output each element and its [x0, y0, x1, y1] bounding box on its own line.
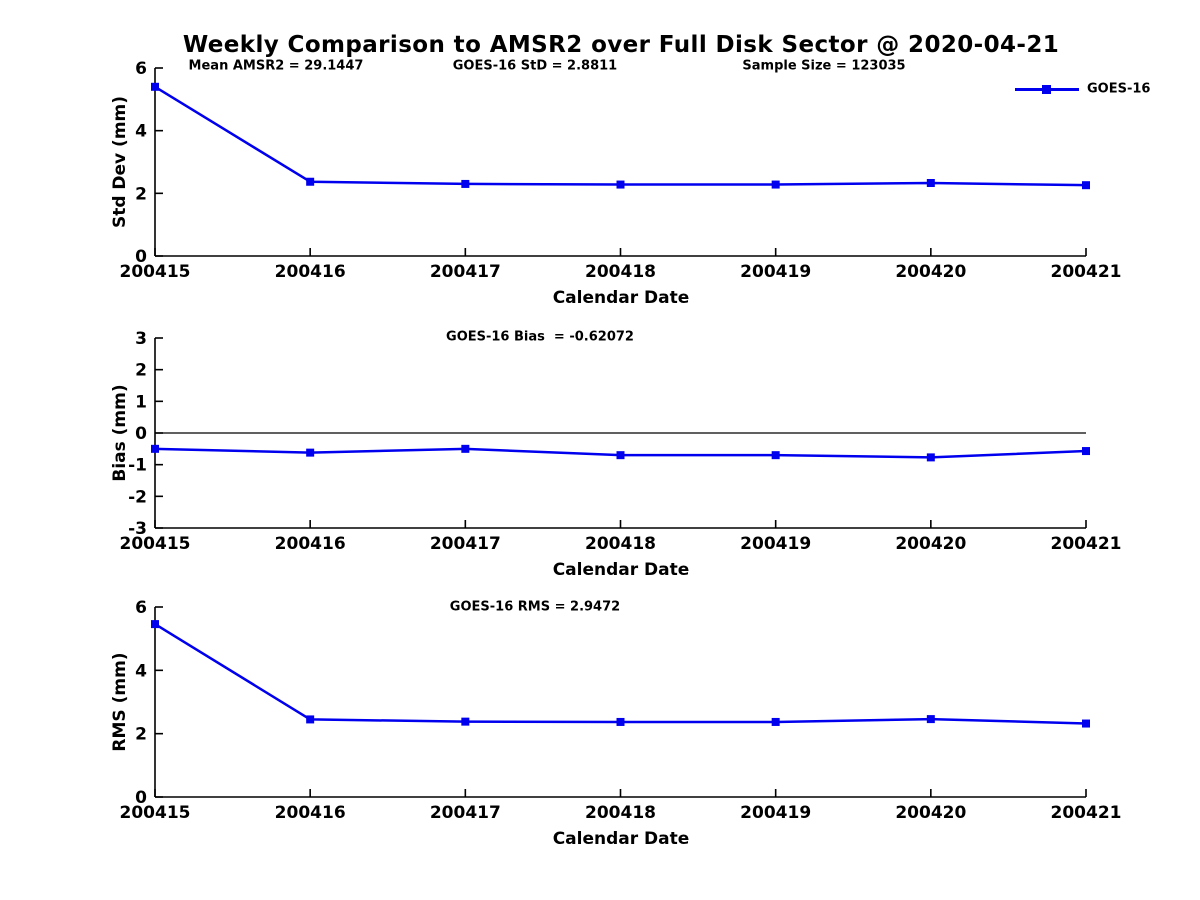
stddev-annotation-goes16-std: GOES-16 StD = 2.8811 [452, 58, 618, 74]
plot3-y-tick-label: 0 [135, 788, 147, 808]
plot3-data-marker [616, 717, 625, 726]
plot3-x-tick-label: 200415 [120, 803, 191, 823]
plot3-y-tick-label: 6 [135, 598, 147, 618]
plot3-data-marker [461, 717, 470, 726]
plot3-x-tick-label: 200418 [585, 803, 656, 823]
figure-title: Weekly Comparison to AMSR2 over Full Dis… [182, 32, 1060, 58]
plot2-y-tick-label: 3 [135, 329, 147, 349]
plot2-data-marker [461, 444, 470, 453]
plot3-data-marker [306, 715, 315, 724]
plot1-data-marker [306, 177, 315, 186]
legend-marker-icon [1042, 85, 1051, 94]
plot1-x-tick-label: 200421 [1051, 262, 1122, 282]
rms-y-axis-label: RMS (mm) [110, 652, 130, 752]
plot2-x-tick-label: 200415 [120, 534, 191, 554]
plot3-x-tick-label: 200420 [895, 803, 966, 823]
plot1-x-tick-label: 200418 [585, 262, 656, 282]
plot1-data-marker [616, 180, 625, 189]
plot2-y-tick-label: 2 [135, 361, 147, 381]
rms-x-axis-label: Calendar Date [552, 829, 690, 849]
plot3-y-tick-label: 4 [135, 661, 147, 681]
plot2-x-tick-label: 200419 [740, 534, 811, 554]
plot3-data-marker [771, 717, 780, 726]
plot3-y-tick-label: 2 [135, 725, 147, 745]
plot3-data-marker [926, 715, 935, 724]
stddev-annotation-sample-size: Sample Size = 123035 [742, 58, 906, 74]
plot2-data-marker [306, 448, 315, 457]
plot2-data-marker [616, 451, 625, 460]
stddev-y-axis-label: Std Dev (mm) [110, 95, 130, 229]
plot3-data-marker [151, 620, 159, 629]
stddev-x-axis-label: Calendar Date [552, 288, 690, 308]
plot2-y-tick-label: -1 [128, 456, 147, 476]
plot1-data-marker [151, 82, 159, 91]
bias-x-axis-label: Calendar Date [552, 560, 690, 580]
plot2-y-tick-label: 0 [135, 424, 147, 444]
bias-y-axis-label: Bias (mm) [110, 384, 130, 482]
plot1-y-tick-label: 0 [135, 247, 147, 267]
plot1-x-tick-label: 200417 [430, 262, 501, 282]
plot1-y-tick-label: 4 [135, 122, 147, 142]
legend-series-label: GOES-16 [1087, 81, 1151, 97]
plot2-data-marker [926, 453, 935, 462]
plot2-x-tick-label: 200420 [895, 534, 966, 554]
rms-annotation-goes16-rms: GOES-16 RMS = 2.9472 [449, 599, 621, 615]
plot2-data-marker [151, 444, 159, 453]
plot1-x-tick-label: 200420 [895, 262, 966, 282]
stddev-annotation-mean-amsr2: Mean AMSR2 = 29.1447 [188, 58, 364, 74]
plot3-x-tick-label: 200419 [740, 803, 811, 823]
plot1-y-tick-label: 6 [135, 59, 147, 79]
plot3-data-marker [1082, 719, 1090, 728]
plot2-y-tick-label: -2 [128, 487, 147, 507]
plot1-series-line [154, 85, 1087, 187]
plot3-x-tick-label: 200421 [1051, 803, 1122, 823]
plot2-y-tick-label: 1 [135, 392, 147, 412]
plot2-x-tick-label: 200421 [1051, 534, 1122, 554]
plot3-x-tick-label: 200416 [275, 803, 346, 823]
plot1-data-marker [1082, 181, 1090, 190]
plot3-x-tick-label: 200417 [430, 803, 501, 823]
legend: GOES-16 [1015, 80, 1165, 98]
plot2-data-marker [771, 451, 780, 460]
plot1-x-tick-label: 200415 [120, 262, 191, 282]
plot2-y-tick-label: -3 [128, 519, 147, 539]
plot2-x-tick-label: 200418 [585, 534, 656, 554]
plot1-x-tick-label: 200416 [275, 262, 346, 282]
bias-annotation-goes16-bias: GOES-16 Bias = -0.62072 [446, 329, 634, 345]
plot1-data-marker [926, 178, 935, 187]
plot1-y-tick-label: 2 [135, 184, 147, 204]
plot3-series-line [154, 623, 1087, 725]
plot1-data-marker [461, 179, 470, 188]
plot1-x-tick-label: 200419 [740, 262, 811, 282]
plot2-data-marker [1082, 447, 1090, 456]
plot2-x-tick-label: 200417 [430, 534, 501, 554]
plot1-data-marker [771, 180, 780, 189]
plot2-x-tick-label: 200416 [275, 534, 346, 554]
